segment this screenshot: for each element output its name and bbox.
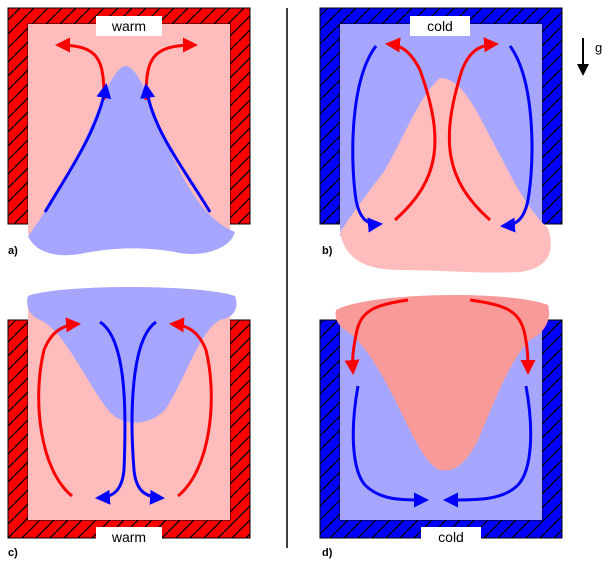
gravity-label: g bbox=[595, 40, 603, 55]
blue-flow-arrow-right-c bbox=[130, 320, 165, 505]
red-flow-arrow-left-d bbox=[344, 298, 409, 375]
blue-flow-arrow-left-c bbox=[95, 320, 127, 505]
panel-label-d: d) bbox=[322, 547, 333, 559]
blue-flow-arrow-right-d bbox=[443, 385, 533, 508]
panel-b bbox=[319, 7, 563, 273]
cold-plume-a bbox=[28, 66, 235, 256]
blue-flow-arrow-left-b bbox=[351, 45, 383, 233]
panel-c bbox=[7, 287, 251, 539]
red-flow-arrow-right-b bbox=[447, 37, 499, 222]
box-label-d: cold bbox=[421, 527, 481, 547]
warm-plume-d bbox=[335, 294, 550, 471]
blue-flow-arrow-right-b bbox=[500, 45, 534, 233]
panel-a bbox=[7, 7, 251, 256]
blue-flow-arrow-left-a bbox=[43, 83, 112, 213]
box-label-b: cold bbox=[410, 16, 470, 36]
blue-flow-arrow-left-d bbox=[351, 385, 429, 508]
panel-label-a: a) bbox=[8, 245, 18, 257]
panel-label-c: c) bbox=[8, 547, 18, 559]
box-label-c: warm bbox=[96, 527, 162, 547]
box-label-a: warm bbox=[96, 16, 162, 36]
panel-d bbox=[319, 294, 563, 539]
gravity-arrow bbox=[577, 38, 589, 76]
warm-plume-b bbox=[340, 78, 551, 273]
red-flow-arrow-right-d bbox=[469, 298, 536, 375]
red-flow-arrow-right-c bbox=[169, 317, 213, 498]
blue-flow-arrow-right-a bbox=[140, 83, 212, 213]
red-flow-arrow-left-c bbox=[37, 317, 81, 498]
panel-label-b: b) bbox=[322, 245, 333, 257]
red-flow-arrow-left-b bbox=[385, 37, 437, 222]
